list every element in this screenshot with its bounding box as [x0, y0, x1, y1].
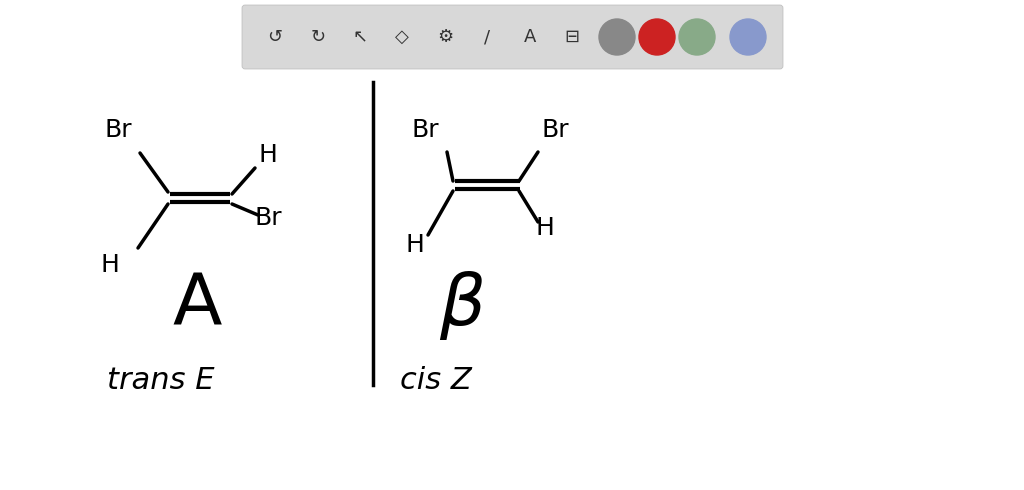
Circle shape [679, 19, 715, 55]
Text: ↺: ↺ [267, 28, 283, 46]
Text: H: H [259, 143, 278, 167]
Text: A: A [172, 270, 221, 340]
Text: trans E: trans E [106, 366, 214, 394]
Text: Br: Br [254, 206, 282, 230]
FancyBboxPatch shape [242, 5, 783, 69]
Text: cis Z: cis Z [400, 366, 472, 394]
Text: A: A [524, 28, 537, 46]
Text: β: β [439, 270, 485, 340]
Circle shape [730, 19, 766, 55]
Text: ⚙: ⚙ [437, 28, 453, 46]
Text: H: H [100, 253, 120, 277]
Circle shape [639, 19, 675, 55]
Text: H: H [536, 216, 554, 240]
Text: ◇: ◇ [395, 28, 409, 46]
Text: Br: Br [104, 118, 132, 142]
Text: Br: Br [412, 118, 439, 142]
Circle shape [599, 19, 635, 55]
Text: H: H [406, 233, 424, 257]
Text: /: / [484, 28, 490, 46]
Text: Br: Br [542, 118, 568, 142]
Text: ⊟: ⊟ [564, 28, 580, 46]
Text: ↻: ↻ [310, 28, 326, 46]
Text: ↖: ↖ [352, 28, 368, 46]
